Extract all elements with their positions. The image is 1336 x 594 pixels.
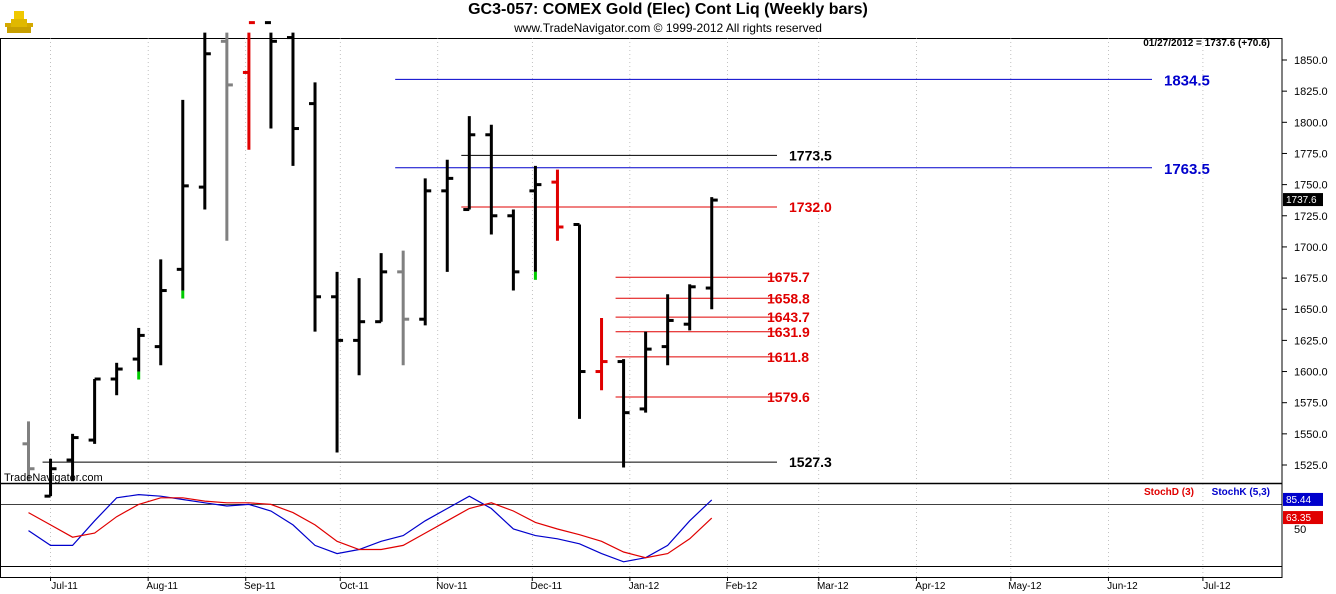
price-tick-label: 1650.0 [1294,304,1328,316]
level-label: 1579.6 [767,389,810,405]
level-label: 1732.0 [789,199,832,215]
time-axis: Jul-11 Aug-11 Sep-11 Oct-11 Nov-11 Dec-11 Jan-… [50,38,1231,592]
price-tick-label: 1850.0 [1294,55,1328,67]
price-tick-label: 1575.0 [1294,398,1328,410]
price-tick-label: 1675.0 [1294,273,1328,285]
stoch-series-line [28,497,713,559]
time-tick-label: Jun-12 [1107,581,1138,592]
price-tick-label: 1550.0 [1294,429,1328,441]
level-lines: 1834.5 1763.5 1773.5 1732.0 1675.7 1658.8 1643… [42,72,1210,470]
stoch-legend-d: StochD (3) [1144,487,1194,498]
price-axis: 1850.0 1825.0 1800.0 1775.0 1750.0 1725.0 1700… [1282,55,1328,472]
stoch-d-box [1283,511,1323,525]
tradenavigator-logo [5,11,33,33]
level-label: 1658.8 [767,290,810,306]
price-bars [22,21,718,498]
time-tick-label: Oct-11 [340,581,370,592]
time-tick-label: Feb-12 [726,581,758,592]
level-label: 1527.3 [789,454,832,470]
time-tick-label: Jul-12 [1203,581,1231,592]
level-label: 1763.5 [1164,161,1210,178]
stoch-k-value: 85.44 [1286,495,1311,506]
level-label: 1643.7 [767,309,810,325]
time-tick-label: Aug-11 [146,581,178,592]
level-label: 1631.9 [767,324,810,340]
price-tick-label: 1700.0 [1294,242,1328,254]
time-tick-label: May-12 [1008,581,1042,592]
stoch-series-line [28,493,713,563]
stoch-tick-label: 50 [1294,524,1306,536]
stoch-legend-k: StochK (5,3) [1212,487,1270,498]
last-quote-label: 01/27/2012 = 1737.6 (+70.6) [1143,38,1270,49]
price-tick-label: 1825.0 [1294,86,1328,98]
stoch-d-value: 63.35 [1286,513,1311,524]
price-tick-label: 1775.0 [1294,148,1328,160]
chart-title: GC3-057: COMEX Gold (Elec) Cont Liq (Wee… [468,1,868,18]
stochastic-panel: 50 StochD (3) StochK (5,3) 85.44 63.35 [0,487,1323,563]
plot-border [0,38,1283,578]
price-tick-label: 1800.0 [1294,117,1328,129]
time-tick-label: Jul-11 [51,581,78,592]
time-tick-label: Apr-12 [915,581,945,592]
last-price-box [1283,193,1323,207]
price-tick-label: 1525.0 [1294,460,1328,472]
price-tick-label: 1600.0 [1294,367,1328,379]
time-tick-label: Jan-12 [629,581,660,592]
level-label: 1834.5 [1164,72,1210,89]
time-tick-label: Sep-11 [244,581,276,592]
time-tick-label: Dec-11 [531,581,563,592]
watermark-text: TradeNavigator.com [4,472,103,484]
price-tick-label: 1750.0 [1294,180,1328,192]
time-tick-label: Nov-11 [436,581,468,592]
price-tick-label: 1625.0 [1294,335,1328,347]
price-tick-label: 1725.0 [1294,211,1328,223]
stoch-k-box [1283,492,1323,506]
level-label: 1675.7 [767,269,810,285]
level-label: 1773.5 [789,147,832,163]
level-label: 1611.8 [767,349,809,365]
chart-subtitle: www.TradeNavigator.com © 1999-2012 All r… [514,21,822,35]
last-price-label: 1737.6 [1286,195,1317,206]
chart-frame [0,38,1283,578]
time-tick-label: Mar-12 [817,581,849,592]
